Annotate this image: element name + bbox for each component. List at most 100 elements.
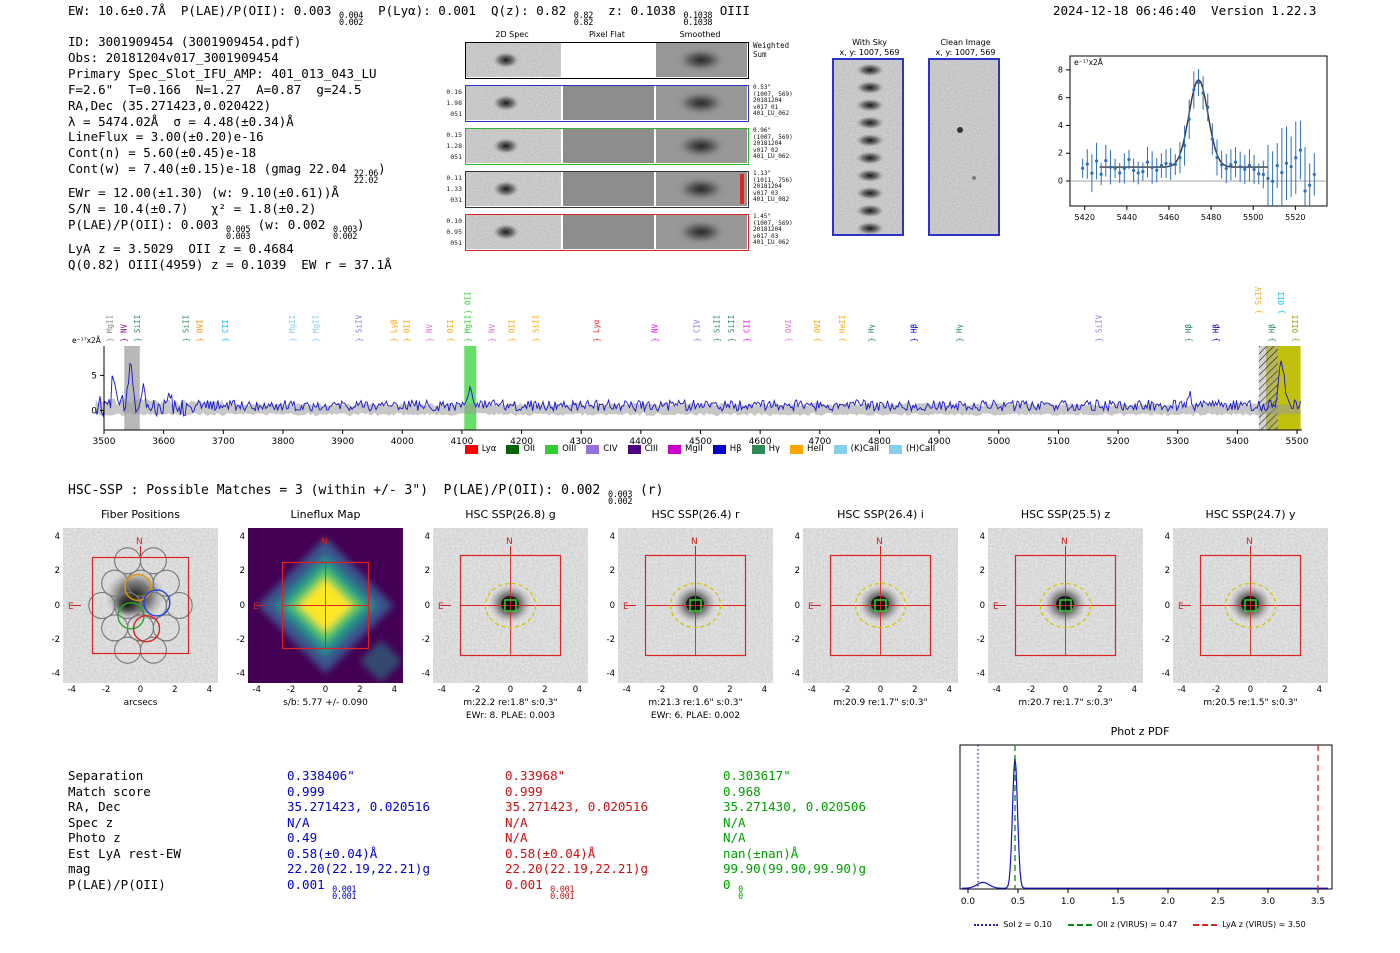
legend-item: MgII xyxy=(668,444,703,454)
x-tick-label: 4900 xyxy=(928,437,951,447)
legend-label: OII xyxy=(523,444,536,454)
timestamp-version: 2024-12-18 06:46:40 Version 1.22.3 xyxy=(1053,3,1317,18)
sup-sub-value: 22.06 22.02 xyxy=(353,169,379,187)
sup-sub-value: 0.003 0.002 xyxy=(608,490,633,507)
legend-swatch xyxy=(751,444,765,454)
cutout-title: HSC SSP(26.4) i xyxy=(837,508,924,521)
aperture-ellipse xyxy=(1224,582,1277,629)
legend-line-sample xyxy=(974,923,999,926)
axis-tick-label: -4 xyxy=(992,685,1001,695)
north-label: N xyxy=(691,537,698,547)
x-tick-label: 4100 xyxy=(450,437,473,447)
axis-tick-label: 2 xyxy=(424,566,430,577)
hsc-image: NE xyxy=(1173,528,1328,683)
row-scale-label: 031 xyxy=(450,196,462,204)
east-label: E xyxy=(438,602,444,612)
hsc-image: NE xyxy=(988,528,1143,683)
north-label: N xyxy=(506,537,513,547)
axis-tick-label: 2 xyxy=(979,566,985,577)
x-tick-label: 3600 xyxy=(152,437,175,447)
info-line: S/N = 10.4(±0.7) χ² = 1.8(±0.2) xyxy=(68,201,392,217)
text-segment: 0.999 xyxy=(287,783,325,799)
meta-line: Sum xyxy=(753,49,767,59)
row-scale-label: 051 xyxy=(450,239,462,247)
legend-label: OIII xyxy=(562,444,577,454)
text-segment: 0.303617" xyxy=(723,768,791,783)
emission-line-label: } CII xyxy=(742,319,751,342)
emission-line-label: } Hγ xyxy=(955,323,964,342)
photz-legend-item: OII z (VIRUS) = 0.47 xyxy=(1067,920,1177,929)
axis-tick-label: -4 xyxy=(976,669,985,680)
axis-tick-label: 0 xyxy=(609,600,615,611)
axis-tick-label: -2 xyxy=(1211,685,1221,695)
axis-tick-label: 4 xyxy=(979,531,985,542)
row-scale-label: 1.28 xyxy=(446,142,462,150)
axis-tick-label: -2 xyxy=(656,685,666,695)
text-segment: 99.90(99.90,99.90)g xyxy=(723,861,866,876)
smoothed-cell xyxy=(656,86,747,120)
x-tick-label: 5500 xyxy=(1286,437,1309,447)
photz-chart: 0.0 0.5 1.0 1.5 2.0 2.5 3.0 3.5 xyxy=(959,744,1333,907)
x-axis-label: arcsecs xyxy=(123,698,158,708)
fiber-circle xyxy=(139,547,167,575)
axis-tick-label: 0 xyxy=(239,600,245,611)
match-value: 0.49 xyxy=(287,830,505,846)
x-tick-label: 1.5 xyxy=(1111,897,1125,907)
x-tick-label: 0.0 xyxy=(961,897,976,907)
axis-tick-label: -2 xyxy=(841,685,851,695)
info-line: EWr = 12.00(±1.30) (w: 9.10(±0.61))Å xyxy=(68,185,392,201)
y-tick-label: 6 xyxy=(1058,93,1063,102)
smoothed-cell xyxy=(656,43,747,77)
match-value: 35.271430, 0.020506 xyxy=(723,799,941,815)
smoothed-cell xyxy=(656,215,747,249)
y-tick-label: 0 xyxy=(91,406,97,416)
twod-spec-cell xyxy=(466,129,561,163)
legend-swatch xyxy=(506,444,520,454)
emission-line-label: } SiII xyxy=(133,315,142,342)
cutout-stats: m:20.7 re:1.7" s:0.3" xyxy=(1018,698,1113,708)
panel-title: Clean Image xyxy=(940,38,991,47)
emission-line-label: } OVI xyxy=(195,319,204,342)
text-segment: nan(±nan)Å xyxy=(723,845,799,861)
text-segment: HSC-SSP : Possible Matches = 3 (within +… xyxy=(68,483,609,498)
row-scale-label: 051 xyxy=(450,110,462,118)
axis-tick-label: 0 xyxy=(979,600,985,611)
x-tick-label: 5440 xyxy=(1117,213,1137,222)
text-segment: Q(0.82) OIII(4959) z = 0.1039 EW r = 37.… xyxy=(68,256,392,272)
spectrum-line xyxy=(95,360,1302,418)
axis-tick-label: -4 xyxy=(421,669,430,680)
axis-tick-label: 0 xyxy=(507,685,514,695)
gray-band xyxy=(124,346,140,430)
col-title-2dspec: 2D Spec xyxy=(495,30,529,39)
text-segment: OIII xyxy=(712,3,750,18)
pixel-flat-cell xyxy=(563,215,654,249)
cutout-stats: s/b: 5.77 +/- 0.090 xyxy=(283,698,368,708)
smoothed-cell xyxy=(656,129,747,163)
row-meta-label: 0.96" (1007, 569) 20181204 v017_02 401_LU_06… xyxy=(753,127,793,161)
x-tick-label: 4300 xyxy=(570,437,593,447)
emission-line-label: } SiII xyxy=(531,315,540,342)
axis-tick-label: 0 xyxy=(794,600,800,611)
axis-tick-label: 2 xyxy=(54,566,60,577)
selected-fiber-circle xyxy=(124,573,152,602)
text-segment: 0.33968" xyxy=(505,768,566,783)
centroid-box xyxy=(504,599,517,612)
axis-tick-label: -4 xyxy=(437,685,446,695)
cutout-title: HSC SSP(25.5) z xyxy=(1020,508,1111,521)
emission-line-label: } SiIV xyxy=(1094,314,1103,342)
meta-line: 401_LU_082 xyxy=(753,196,790,204)
east-label: E xyxy=(1178,602,1184,612)
match-row-label: Match score xyxy=(68,783,151,799)
axis-tick-label: 0 xyxy=(877,685,884,695)
axis-tick-label: -4 xyxy=(1161,669,1170,680)
axis-tick-label: -2 xyxy=(101,685,111,695)
text-segment: 35.271423, 0.020516 xyxy=(287,799,430,814)
x-tick-label: 4400 xyxy=(629,437,652,447)
photz-legend-item: LyA z (VIRUS) = 3.50 xyxy=(1193,920,1306,929)
emission-line-label: } NV xyxy=(425,323,434,342)
axis-tick-label: -2 xyxy=(286,685,296,695)
